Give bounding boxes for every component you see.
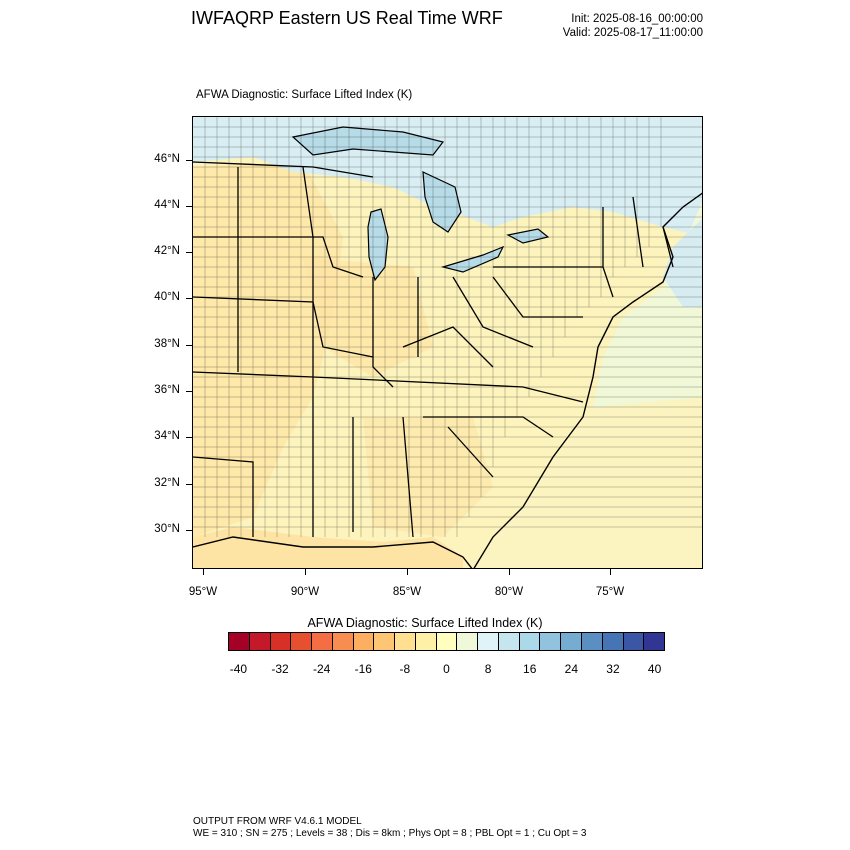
lat-tick [186, 437, 192, 438]
lat-label: 34°N [154, 430, 180, 442]
colorbar-swatch [291, 633, 313, 650]
colorbar-swatch [353, 633, 375, 650]
colorbar-label: 0 [443, 662, 450, 676]
warm-region-west [193, 162, 343, 537]
lat-tick [186, 160, 192, 161]
lat-tick [186, 530, 192, 531]
lat-label: 42°N [154, 245, 180, 257]
colorbar-swatch [415, 633, 437, 650]
page-title: IWFAQRP Eastern US Real Time WRF [191, 8, 503, 28]
colorbar-label: -32 [271, 662, 289, 676]
colorbar-swatch [519, 633, 541, 650]
colorbar-label: 8 [484, 662, 492, 676]
lon-tick [407, 569, 408, 575]
lon-label: 85°W [392, 586, 422, 598]
lon-tick [509, 569, 510, 575]
footer-settings: WE = 310 ; SN = 275 ; Levels = 38 ; Dis … [193, 828, 587, 839]
footer-model: OUTPUT FROM WRF V4.6.1 MODEL [193, 816, 362, 827]
gulf-coastline [193, 536, 473, 568]
colorbar-label: 24 [564, 662, 579, 676]
colorbar-label: -8 [399, 662, 411, 676]
colorbar-swatch [457, 633, 479, 650]
colorbar-swatch [436, 633, 458, 650]
ocean-cool-northeast [663, 218, 702, 307]
lat-tick [186, 391, 192, 392]
colorbar-swatch [561, 633, 583, 650]
colorbar-label: -16 [354, 662, 372, 676]
colorbar-label: -24 [312, 662, 331, 676]
ocean-southeast [474, 397, 702, 568]
colorbar-label: 40 [647, 662, 662, 676]
lon-label: 80°W [494, 586, 524, 598]
lat-tick [186, 298, 192, 299]
lon-label: 75°W [595, 586, 625, 598]
colorbar-swatch [540, 633, 562, 650]
map-svg [193, 117, 702, 568]
lat-label: 30°N [154, 523, 180, 535]
colorbar-swatch [332, 633, 354, 650]
colorbar-swatch [374, 633, 396, 650]
colorbar-label: -40 [229, 662, 248, 676]
atlantic-coastline [473, 192, 702, 568]
map-panel [192, 116, 703, 569]
lat-tick [186, 206, 192, 207]
lat-tick [186, 345, 192, 346]
colorbar-swatch [229, 633, 250, 650]
colorbar-swatch [582, 633, 603, 650]
lat-tick [186, 484, 192, 485]
colorbar-swatch [498, 633, 520, 650]
county-grid [193, 117, 702, 537]
colorbar-swatch [478, 633, 499, 650]
lat-tick [186, 252, 192, 253]
lat-label: 44°N [154, 199, 180, 211]
lat-label: 36°N [154, 384, 180, 396]
lon-label: 95°W [188, 586, 218, 598]
lat-label: 46°N [154, 153, 180, 165]
colorbar-swatch [312, 633, 333, 650]
colorbar-title: AFWA Diagnostic: Surface Lifted Index (K… [307, 616, 543, 630]
colorbar-label: 16 [523, 662, 537, 676]
lon-tick [305, 569, 306, 575]
colorbar-swatch [395, 633, 416, 650]
lon-tick [203, 569, 204, 575]
lat-label: 32°N [154, 477, 180, 489]
valid-time: Valid: 2025-08-17_11:00:00 [562, 27, 703, 39]
colorbar-label: 32 [606, 662, 620, 676]
colorbar-swatch [623, 633, 645, 650]
field-title: AFWA Diagnostic: Surface Lifted Index (K… [196, 89, 413, 101]
lat-label: 38°N [154, 338, 180, 350]
lon-tick [610, 569, 611, 575]
colorbar-swatch [249, 633, 271, 650]
lat-label: 40°N [154, 291, 180, 303]
lon-label: 90°W [290, 586, 320, 598]
colorbar-swatch [270, 633, 292, 650]
state-boundaries [193, 161, 674, 538]
init-time: Init: 2025-08-16_00:00:00 [571, 13, 703, 25]
colorbar-swatch [644, 633, 665, 650]
colorbar [228, 632, 665, 651]
colorbar-swatch [602, 633, 624, 650]
